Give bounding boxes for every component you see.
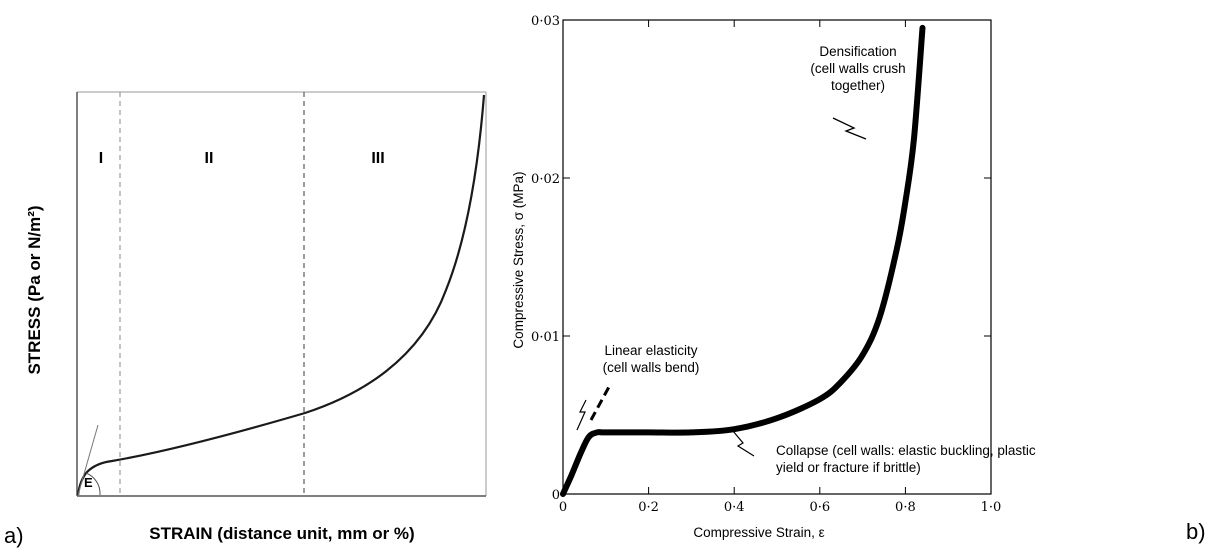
chart-a-xlabel: STRAIN (distance unit, mm or %) (149, 524, 414, 543)
x-tick-label: 0·2 (638, 500, 659, 515)
elastic-slope-line (589, 384, 612, 421)
y-tick-label: 0 (552, 488, 560, 503)
densification-annotation: Densification (cell walls crush together) (810, 44, 905, 93)
x-tick-label: 1·0 (981, 500, 1002, 515)
elasticity-line-1: Linear elasticity (604, 343, 697, 358)
x-tick-label: 0·6 (809, 500, 830, 515)
x-tick-label: 0·8 (895, 500, 916, 515)
chart-a-tangent-line (77, 424, 99, 496)
densification-arrow (832, 117, 867, 140)
chart-b: 0 0·2 0·4 0·6 0·8 1·0 0 0·01 0·02 0·03 Densificat… (511, 14, 1036, 540)
x-tick-label: 0·4 (724, 500, 745, 515)
y-tick-label: 0·02 (531, 172, 560, 187)
x-tick-label: 0 (559, 500, 567, 515)
densification-line-1: Densification (819, 44, 896, 59)
collapse-line-2: yield or fracture if brittle) (776, 460, 921, 475)
collapse-line-1: Collapse (cell walls: elastic buckling, … (776, 443, 1036, 458)
densification-line-3: together) (831, 78, 885, 93)
densification-line-2: (cell walls crush (810, 61, 905, 76)
y-tick-label: 0·03 (531, 14, 560, 29)
chart-b-plot-frame (562, 19, 992, 495)
region-label-2: II (205, 150, 214, 167)
panel-a-label: a) (4, 523, 24, 548)
region-label-3: III (371, 150, 384, 167)
chart-a-ylabel: STRESS (Pa or N/m²) (25, 205, 44, 374)
elasticity-arrow (576, 399, 587, 431)
elasticity-annotation: Linear elasticity (cell walls bend) (603, 343, 700, 375)
modulus-label: E (84, 475, 93, 490)
y-tick-label: 0·01 (531, 330, 560, 345)
chart-a-stress-curve (76, 94, 486, 496)
chart-b-frame (562, 19, 992, 495)
panel-b-label: b) (1186, 519, 1206, 544)
region-label-1: I (99, 150, 103, 167)
chart-b-ticks: 0 0·2 0·4 0·6 0·8 1·0 0 0·01 0·02 0·03 (531, 14, 1001, 515)
collapse-annotation: Collapse (cell walls: elastic buckling, … (776, 443, 1036, 475)
collapse-arrow (732, 430, 755, 457)
chart-b-xlabel: Compressive Strain, ε (693, 525, 824, 540)
chart-a-angle-arc (85, 472, 101, 496)
elasticity-line-2: (cell walls bend) (603, 360, 700, 375)
chart-b-ylabel: Compressive Stress, σ (MPa) (511, 171, 526, 348)
chart-b-stress-strain-curve (560, 24, 926, 497)
chart-a: I II III E STRAIN (distance unit, mm or … (25, 91, 487, 543)
chart-b-curve-group (560, 24, 926, 497)
